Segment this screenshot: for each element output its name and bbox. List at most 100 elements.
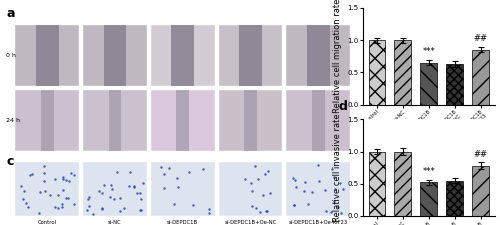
Point	[58, 202, 66, 206]
Point	[292, 185, 300, 189]
Text: 0 h: 0 h	[6, 53, 16, 58]
Text: ##: ##	[474, 34, 488, 43]
Point	[256, 210, 264, 213]
Point	[304, 202, 312, 206]
Point	[158, 165, 166, 169]
Bar	[83, 162, 147, 216]
Bar	[472, 50, 489, 105]
Point	[334, 205, 342, 209]
Point	[170, 202, 177, 206]
Point	[120, 206, 128, 209]
Point	[108, 187, 116, 191]
Point	[83, 208, 91, 212]
Bar	[16, 90, 79, 151]
Point	[328, 210, 336, 214]
Point	[266, 191, 274, 195]
Point	[62, 178, 70, 182]
Bar	[446, 64, 463, 105]
Point	[20, 189, 28, 192]
Point	[339, 187, 347, 191]
Bar	[83, 90, 147, 151]
Point	[242, 177, 250, 181]
Point	[136, 208, 144, 211]
Bar	[394, 151, 411, 216]
Point	[300, 189, 308, 193]
Point	[248, 204, 256, 208]
Point	[98, 191, 106, 195]
Point	[84, 197, 92, 201]
Bar	[368, 151, 386, 216]
Bar	[420, 182, 437, 216]
Text: d: d	[338, 100, 347, 112]
Y-axis label: Relative cell migration rate: Relative cell migration rate	[332, 0, 342, 113]
Bar	[218, 162, 282, 216]
Bar	[286, 90, 350, 151]
Bar	[16, 162, 79, 216]
Bar	[286, 25, 350, 86]
Point	[98, 207, 106, 211]
Text: si-DEPDC1B+Oe-KIF23: si-DEPDC1B+Oe-KIF23	[288, 220, 348, 225]
Point	[50, 205, 58, 209]
Point	[52, 177, 60, 181]
Y-axis label: Relative cell invasive rate: Relative cell invasive rate	[332, 113, 342, 222]
Point	[308, 190, 316, 193]
Point	[174, 177, 182, 180]
Bar	[151, 90, 214, 151]
Text: ***: ***	[422, 167, 435, 176]
Point	[174, 185, 182, 189]
Point	[54, 194, 62, 197]
Point	[40, 164, 48, 168]
Text: si-DEPDC1B+Oe-NC: si-DEPDC1B+Oe-NC	[224, 220, 276, 225]
Point	[54, 206, 62, 210]
Point	[116, 209, 124, 213]
Point	[110, 198, 118, 201]
Point	[35, 212, 43, 215]
Point	[330, 176, 338, 179]
Point	[85, 195, 93, 199]
Point	[322, 209, 330, 213]
Point	[18, 198, 26, 201]
Point	[139, 182, 147, 185]
Point	[106, 195, 114, 199]
Point	[40, 179, 48, 182]
Point	[136, 191, 144, 195]
Text: b: b	[338, 0, 347, 1]
Point	[64, 196, 72, 199]
Text: a: a	[6, 7, 15, 20]
Point	[62, 196, 70, 200]
Point	[290, 203, 298, 207]
Bar	[218, 25, 282, 86]
Point	[199, 167, 207, 171]
Point	[100, 183, 108, 187]
Bar	[83, 25, 147, 86]
Bar	[420, 63, 437, 105]
Point	[262, 210, 270, 213]
Point	[26, 173, 34, 177]
Point	[336, 181, 344, 185]
Text: 24 h: 24 h	[6, 118, 20, 123]
Point	[36, 190, 44, 194]
Point	[70, 173, 78, 177]
Point	[84, 205, 92, 208]
Point	[315, 180, 323, 183]
Point	[302, 180, 310, 184]
Point	[113, 170, 121, 173]
Point	[42, 189, 50, 193]
Point	[289, 176, 297, 180]
Point	[262, 172, 270, 176]
Point	[328, 167, 336, 171]
Point	[133, 191, 141, 195]
Point	[331, 187, 339, 191]
Point	[96, 190, 104, 193]
Point	[90, 212, 98, 215]
Point	[248, 189, 256, 192]
Point	[58, 205, 66, 209]
Point	[60, 188, 68, 192]
Point	[59, 177, 67, 181]
Point	[160, 173, 168, 176]
Point	[321, 188, 329, 192]
Text: Control: Control	[38, 220, 56, 225]
Point	[165, 166, 173, 170]
Point	[264, 209, 272, 213]
Point	[189, 203, 197, 207]
